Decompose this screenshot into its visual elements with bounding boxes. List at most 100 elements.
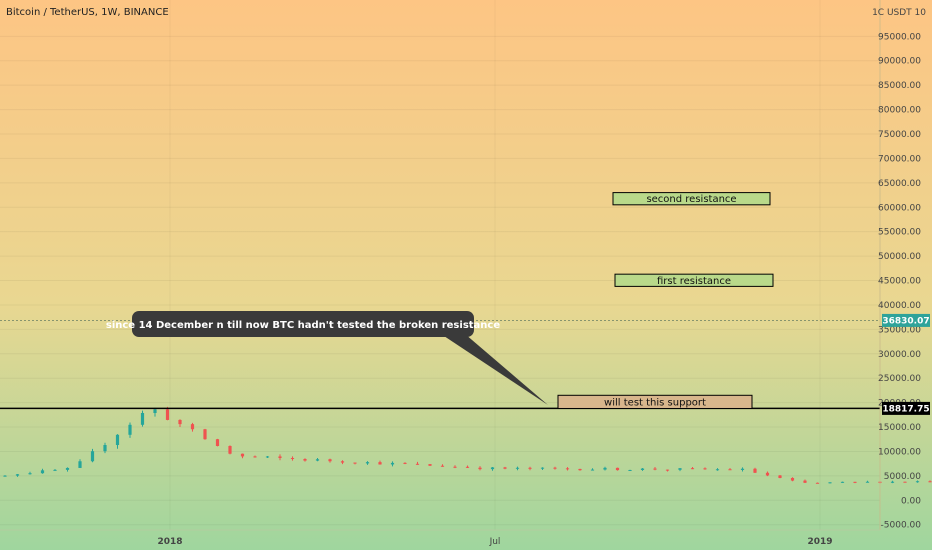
- candle: [740, 467, 745, 472]
- candle: [790, 477, 795, 482]
- candle-body: [278, 456, 282, 458]
- candle: [53, 469, 57, 471]
- candle-body: [428, 464, 432, 466]
- candle-body: [565, 468, 570, 470]
- candle: [590, 468, 595, 471]
- candle-body: [765, 472, 770, 476]
- zone-support-label: will test this support: [604, 397, 706, 408]
- candle-body: [40, 470, 45, 474]
- candle-body: [15, 474, 20, 476]
- candle-body: [65, 467, 70, 470]
- callout-text: since 14 December n till now BTC hadn't …: [106, 320, 500, 331]
- time-tick-label[interactable]: 2018: [157, 537, 182, 547]
- candle-body: [403, 462, 407, 464]
- candle-body: [540, 467, 545, 469]
- candle-body: [28, 473, 32, 475]
- candle: [140, 410, 145, 427]
- candle: [378, 460, 382, 465]
- candle: [553, 466, 557, 470]
- candle-body: [115, 434, 120, 446]
- price-tick-label: 75000.00: [878, 130, 921, 140]
- candle: [303, 458, 307, 462]
- candle: [228, 445, 232, 455]
- candle-body: [865, 481, 870, 483]
- candle: [753, 467, 757, 474]
- candle: [278, 454, 282, 461]
- candle-body: [353, 462, 357, 464]
- candle: [115, 434, 120, 449]
- callout-pointer: [444, 328, 548, 405]
- candle: [390, 461, 395, 467]
- candle-body: [140, 413, 145, 425]
- price-tick-label: 65000.00: [878, 179, 921, 189]
- candle-body: [453, 466, 457, 468]
- candle-body: [153, 409, 157, 414]
- zone-first-resistance[interactable]: first resistance: [614, 273, 774, 287]
- candle: [615, 467, 620, 471]
- time-tick-label[interactable]: 2019: [807, 537, 832, 547]
- price-tick-label: 40000.00: [878, 301, 921, 311]
- candle-body: [603, 467, 607, 470]
- candle-body: [365, 462, 370, 464]
- candle-body: [578, 468, 582, 471]
- candle-body: [490, 467, 495, 470]
- candle: [215, 438, 220, 447]
- current-price-value: 36830.07: [882, 316, 929, 326]
- candle-body: [790, 477, 795, 481]
- candle: [103, 442, 107, 454]
- current-price-tag: 36830.07: [882, 313, 930, 327]
- candle-body: [303, 459, 307, 461]
- candle-body: [528, 467, 532, 469]
- price-tick-label: 35000.00: [878, 325, 921, 335]
- callout[interactable]: since 14 December n till now BTC hadn't …: [106, 311, 548, 405]
- candle-body: [628, 469, 632, 471]
- zone-second-resistance[interactable]: second resistance: [612, 192, 771, 206]
- candle: [265, 456, 270, 458]
- candle-body: [615, 467, 620, 471]
- candle-body: [778, 475, 782, 478]
- candle-body: [290, 457, 295, 460]
- candle: [490, 467, 495, 471]
- candle: [465, 465, 470, 468]
- price-tick-label: 90000.00: [878, 57, 921, 67]
- candle-body: [815, 482, 820, 484]
- time-ticks[interactable]: 2018Jul2019Jul2020Jul2021Jul2022Jul2023J…: [157, 537, 932, 547]
- candle-body: [103, 445, 107, 452]
- price-tick-label: 45000.00: [878, 277, 921, 287]
- candle-body: [328, 459, 332, 462]
- candle: [28, 471, 32, 475]
- candle: [828, 482, 832, 484]
- price-tick-label: 85000.00: [878, 81, 921, 91]
- candle-body: [253, 456, 257, 458]
- candle: [515, 466, 520, 471]
- candle: [65, 467, 70, 472]
- candle: [403, 462, 407, 465]
- candle-body: [440, 465, 445, 467]
- candle: [178, 419, 182, 427]
- candle-body: [590, 469, 595, 471]
- price-tick-label: -5000.00: [881, 521, 922, 531]
- candle: [803, 479, 807, 484]
- candle: [78, 459, 82, 469]
- candle-body: [165, 409, 170, 420]
- candle-body: [190, 424, 195, 430]
- candle-body: [928, 481, 932, 483]
- callout-box: [132, 311, 474, 337]
- time-tick-label[interactable]: Jul: [489, 537, 501, 547]
- candle: [478, 466, 482, 471]
- candle-body: [90, 451, 95, 462]
- zone-support[interactable]: will test this support: [557, 394, 753, 409]
- candle-body: [53, 469, 57, 471]
- candle: [865, 480, 870, 483]
- candle-body: [640, 468, 645, 470]
- price-tick-label: 15000.00: [878, 423, 921, 433]
- price-tick-label: 80000.00: [878, 106, 921, 116]
- candle-body: [665, 469, 670, 471]
- price-tick-label: 0.00: [901, 496, 921, 506]
- candle: [815, 482, 820, 484]
- candle-body: [515, 467, 520, 469]
- candle: [315, 458, 320, 462]
- candle: [890, 480, 895, 484]
- candle: [703, 467, 707, 470]
